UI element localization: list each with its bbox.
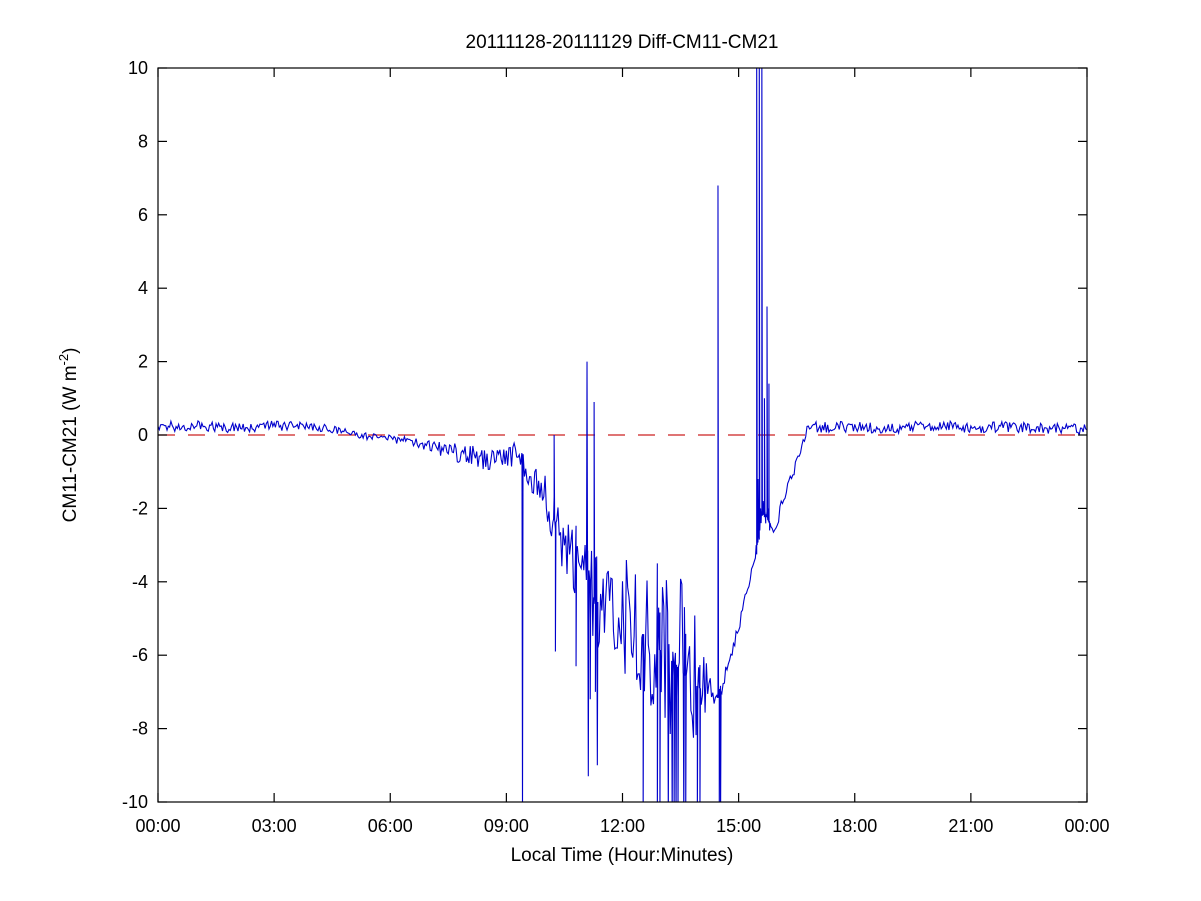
- y-tick-label: 10: [128, 58, 148, 78]
- x-tick-label: 03:00: [252, 816, 297, 836]
- x-tick-label: 21:00: [948, 816, 993, 836]
- x-tick-label: 00:00: [135, 816, 180, 836]
- y-tick-label: 6: [138, 205, 148, 225]
- y-tick-label: 2: [138, 352, 148, 372]
- chart-title: 20111128-20111129 Diff-CM11-CM21: [466, 32, 779, 53]
- y-tick-label: -10: [122, 792, 148, 812]
- data-series-path: [158, 68, 1087, 802]
- x-tick-label: 00:00: [1064, 816, 1109, 836]
- y-axis-label-close: ): [60, 348, 81, 354]
- y-tick-label: -6: [132, 645, 148, 665]
- y-tick-label: -8: [132, 719, 148, 739]
- x-tick-label: 12:00: [600, 816, 645, 836]
- y-axis-label-exponent: -2: [56, 354, 71, 366]
- y-tick-label: 8: [138, 131, 148, 151]
- y-axis-label-main: CM11-CM21 (W m: [60, 365, 81, 522]
- plot-area: 00:00 03:00 06:00 09:00 12:00 15:00 18:00 21:00…: [122, 58, 1110, 836]
- x-tick-label: 18:00: [832, 816, 877, 836]
- y-tick-label: -4: [132, 572, 148, 592]
- y-tick-label: 0: [138, 425, 148, 445]
- x-axis-label: Local Time (Hour:Minutes): [511, 845, 734, 866]
- y-axis-label: CM11-CM21 (W m-2): [56, 348, 81, 523]
- y-tick-label: -2: [132, 498, 148, 518]
- x-tick-label: 06:00: [368, 816, 413, 836]
- x-tick-label: 15:00: [716, 816, 761, 836]
- y-tick-label: 4: [138, 278, 148, 298]
- x-tick-label: 09:00: [484, 816, 529, 836]
